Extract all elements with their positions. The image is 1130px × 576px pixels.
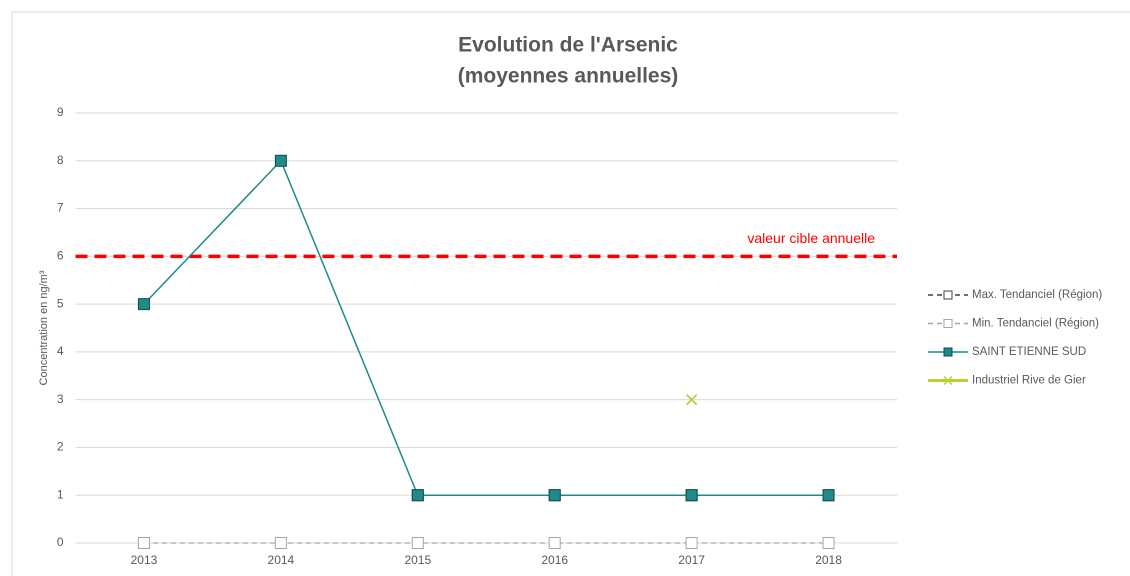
y-tick-label: 5 <box>57 296 64 310</box>
y-tick-label: 1 <box>57 487 64 501</box>
legend-marker <box>943 290 953 300</box>
data-point <box>548 537 561 549</box>
data-point <box>822 489 835 502</box>
x-tick-label: 2016 <box>541 553 568 567</box>
legend-marker <box>943 319 953 328</box>
y-tick-label: 3 <box>57 392 64 406</box>
y-axis-label: Concentration en ng/m³ <box>38 270 50 385</box>
legend-label: Max. Tendanciel (Région) <box>972 289 1102 301</box>
data-point <box>685 489 698 502</box>
series-line <box>143 159 829 496</box>
x-tick-label: 2017 <box>678 553 705 567</box>
data-point <box>685 394 698 406</box>
y-tick-label: 8 <box>57 153 64 167</box>
data-point <box>137 537 150 549</box>
x-tick-label: 2015 <box>404 553 431 567</box>
y-tick-label: 2 <box>57 440 64 454</box>
y-tick-label: 4 <box>57 344 64 358</box>
reference-label: valeur cible annuelle <box>747 230 875 246</box>
data-point <box>548 489 561 502</box>
y-tick-label: 0 <box>57 535 64 549</box>
data-point <box>685 537 698 549</box>
chart-title: Evolution de l'Arsenic <box>458 34 678 57</box>
data-point <box>822 537 835 549</box>
chart-frame <box>11 11 1130 576</box>
x-tick-label: 2014 <box>268 553 295 567</box>
x-tick-label: 2013 <box>131 553 158 567</box>
data-point <box>411 489 424 502</box>
data-point <box>411 537 424 549</box>
y-tick-label: 7 <box>57 201 64 215</box>
data-point <box>274 154 287 167</box>
legend-label: Min. Tendanciel (Région) <box>972 318 1099 330</box>
data-point <box>274 537 287 549</box>
legend-label: SAINT ETIENNE SUD <box>972 346 1086 358</box>
legend-marker <box>943 347 953 357</box>
y-tick-label: 9 <box>57 105 64 119</box>
data-point <box>137 298 150 311</box>
legend-label: Industriel Rive de Gier <box>972 375 1086 387</box>
chart-subtitle: (moyennes annuelles) <box>458 65 679 88</box>
y-tick-label: 6 <box>57 249 64 263</box>
legend-marker <box>943 375 953 386</box>
x-tick-label: 2018 <box>815 553 842 567</box>
